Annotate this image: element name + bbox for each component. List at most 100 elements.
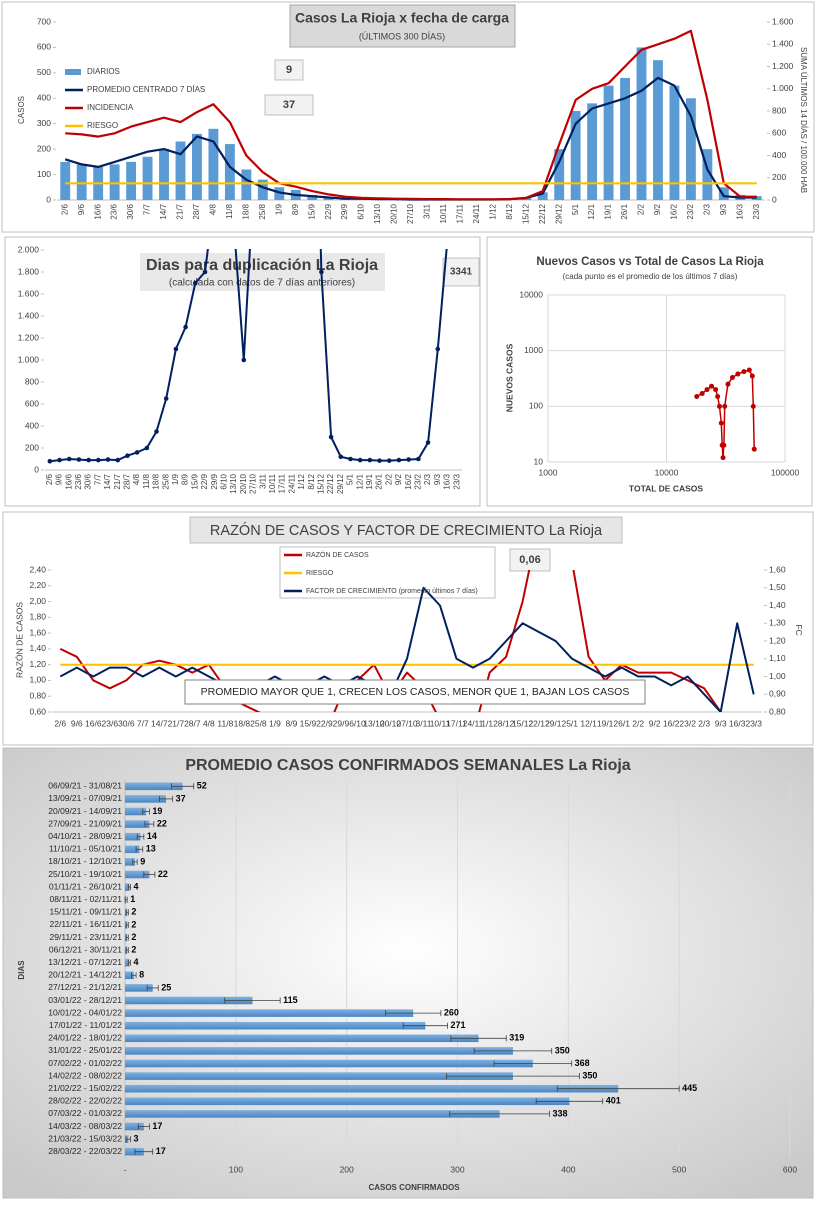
bar — [125, 1035, 479, 1043]
y2-axis-title: FC — [794, 624, 804, 635]
x-tick-label: 8/9 — [181, 473, 190, 485]
point — [741, 369, 746, 374]
x-tick-label: 8/9 — [291, 203, 300, 215]
y-tick-label: 14/03/22 - 08/03/22 — [48, 1121, 122, 1131]
x-tick-label: 9/3 — [715, 718, 727, 728]
data-label: 4 — [134, 957, 139, 967]
x-tick-label: 16/2 — [404, 473, 413, 489]
x-tick-label: 15/12 — [521, 203, 530, 224]
x-tick-label: 9/3 — [433, 473, 442, 485]
x-tick-label: 27/10 — [249, 473, 258, 494]
point — [694, 394, 699, 399]
point — [338, 455, 343, 460]
x-tick-label: 23/3 — [752, 203, 761, 219]
tick-label: 1.000 — [18, 354, 40, 364]
x-tick-label: 5/1 — [566, 718, 578, 728]
point — [752, 447, 757, 452]
x-tick-label: 26/1 — [620, 203, 629, 219]
x-tick-label: 8/9 — [286, 718, 298, 728]
legend-label: RIESGO — [87, 121, 118, 130]
x-tick-label: 1000 — [539, 467, 558, 477]
x-tick-label: 27/10 — [406, 203, 415, 224]
y-axis-title: CASOS — [17, 96, 26, 124]
point — [735, 372, 740, 377]
data-label: 2 — [131, 919, 136, 929]
tick-label: 800 — [25, 376, 39, 386]
data-label: 2 — [131, 932, 136, 942]
y-tick-label: 29/11/21 - 23/11/21 — [50, 932, 123, 942]
point — [115, 458, 120, 463]
tick-label: 2.000 — [18, 244, 40, 254]
x-tick-label: 15/9 — [190, 473, 199, 489]
x-tick-label: 19/1 — [597, 718, 614, 728]
x-tick-label: 24/11 — [287, 473, 296, 493]
data-label: 52 — [197, 781, 207, 791]
x-tick-label: 6/10 — [357, 203, 366, 219]
annotation: 0,06 — [519, 554, 540, 566]
bar — [587, 103, 597, 200]
x-tick-label: 18/8 — [234, 718, 251, 728]
tick-label: 0 — [46, 194, 51, 204]
x-tick-label: 10000 — [655, 467, 679, 477]
x-tick-label: 23/2 — [679, 718, 696, 728]
x-tick-label: 100 — [229, 1164, 243, 1174]
x-tick-label: 400 — [561, 1164, 575, 1174]
y-tick-label: 10 — [534, 456, 544, 466]
legend-label: PROMEDIO CENTRADO 7 DÍAS — [87, 85, 205, 94]
y-tick-label: 11/10/21 - 05/10/21 — [49, 844, 122, 854]
point — [57, 458, 62, 463]
x-tick-label: 16/3 — [735, 203, 744, 219]
x-tick-label: 8/12 — [505, 203, 514, 219]
x-tick-label: 2/3 — [702, 203, 711, 215]
x-tick-label: 15/9 — [307, 203, 316, 219]
tick-label: 1.200 — [18, 332, 40, 342]
y-axis-title: NUEVOS CASOS — [504, 343, 514, 412]
x-tick-label: 25/8 — [161, 473, 170, 489]
x-tick-label: 1/9 — [269, 718, 281, 728]
x-tick-label: 2/6 — [54, 718, 66, 728]
bar — [125, 1022, 425, 1030]
data-label: 14 — [147, 831, 157, 841]
x-tick-label: 16/6 — [85, 718, 102, 728]
x-tick-label: 23/6 — [74, 473, 83, 489]
x-tick-label: 300 — [450, 1164, 464, 1174]
x-tick-label: 1/12 — [481, 718, 498, 728]
bar — [125, 1098, 569, 1106]
x-tick-label: 9/2 — [653, 203, 662, 215]
x-tick-label: 25/8 — [258, 203, 267, 219]
y-tick-label: 22/11/21 - 16/11/21 — [50, 919, 123, 929]
tick-label: 2,00 — [29, 596, 46, 606]
chart-title: Dias para duplicación La Rioja — [146, 257, 378, 274]
tick-label: 1.400 — [18, 310, 40, 320]
x-tick-label: 2/6 — [60, 203, 69, 215]
tick-label: 600 — [25, 398, 39, 408]
data-label: 2 — [131, 944, 136, 954]
point — [719, 421, 724, 426]
data-label: 338 — [552, 1108, 567, 1118]
x-tick-label: 23/2 — [686, 203, 695, 219]
tick-label: 100 — [37, 169, 51, 179]
bar — [143, 157, 153, 200]
x-tick-label: 20/10 — [390, 203, 399, 224]
data-label: 401 — [606, 1096, 621, 1106]
x-tick-label: 22/9 — [324, 203, 333, 219]
tick-label: 500 — [37, 67, 51, 77]
x-tick-label: 29/12 — [545, 718, 567, 728]
x-tick-label: 23/6 — [110, 203, 119, 219]
x-tick-label: 30/6 — [118, 718, 135, 728]
tick-label: 0,80 — [29, 690, 46, 700]
point — [721, 455, 726, 460]
chart-title: PROMEDIO CASOS CONFIRMADOS SEMANALES La … — [185, 757, 630, 774]
x-tick-label: 28/7 — [184, 718, 201, 728]
annotation: 37 — [283, 99, 295, 111]
point — [387, 458, 392, 463]
x-tick-label: 22/12 — [326, 473, 335, 494]
x-tick-label: 16/3 — [729, 718, 746, 728]
data-label: 3 — [134, 1133, 139, 1143]
x-tick-label: 23/6 — [102, 718, 119, 728]
y-axis-title: RAZÓN DE CASOS — [14, 602, 24, 678]
x-tick-label: 1/9 — [274, 203, 283, 215]
tick-label: 0,60 — [29, 706, 46, 716]
y-tick-label: 15/11/21 - 09/11/21 — [50, 907, 123, 917]
x-tick-label: 29/12 — [336, 473, 345, 494]
